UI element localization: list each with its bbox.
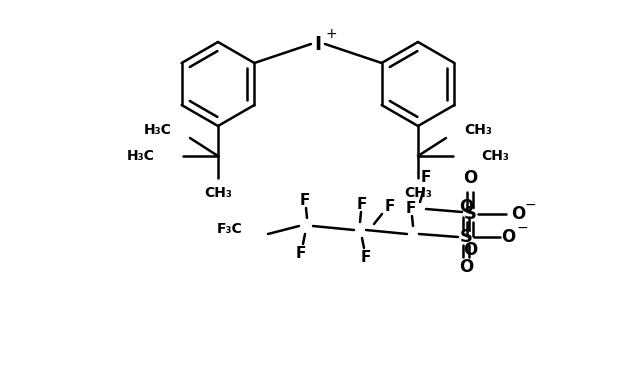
Text: H₃C: H₃C	[144, 123, 172, 137]
Text: F: F	[385, 199, 395, 214]
Text: S: S	[460, 228, 472, 246]
Text: F: F	[300, 193, 310, 207]
Text: F: F	[406, 201, 416, 215]
Text: F: F	[361, 251, 371, 265]
Text: CH₃: CH₃	[204, 186, 232, 200]
Text: CH₃: CH₃	[404, 186, 432, 200]
Text: F: F	[357, 196, 367, 212]
Text: +: +	[325, 27, 337, 41]
Text: −: −	[516, 221, 528, 235]
Text: F: F	[296, 246, 306, 262]
Text: −: −	[524, 198, 536, 212]
Text: F₃C: F₃C	[216, 222, 242, 236]
Text: H₃C: H₃C	[127, 149, 155, 163]
Text: CH₃: CH₃	[464, 123, 492, 137]
Text: I: I	[314, 34, 321, 53]
Text: O: O	[501, 228, 515, 246]
Text: O: O	[459, 198, 473, 216]
Text: O: O	[511, 205, 525, 223]
Text: O: O	[459, 258, 473, 276]
Text: S: S	[463, 205, 477, 223]
Text: F: F	[421, 170, 431, 185]
Text: CH₃: CH₃	[481, 149, 509, 163]
Text: O: O	[463, 241, 477, 259]
Text: O: O	[463, 169, 477, 187]
